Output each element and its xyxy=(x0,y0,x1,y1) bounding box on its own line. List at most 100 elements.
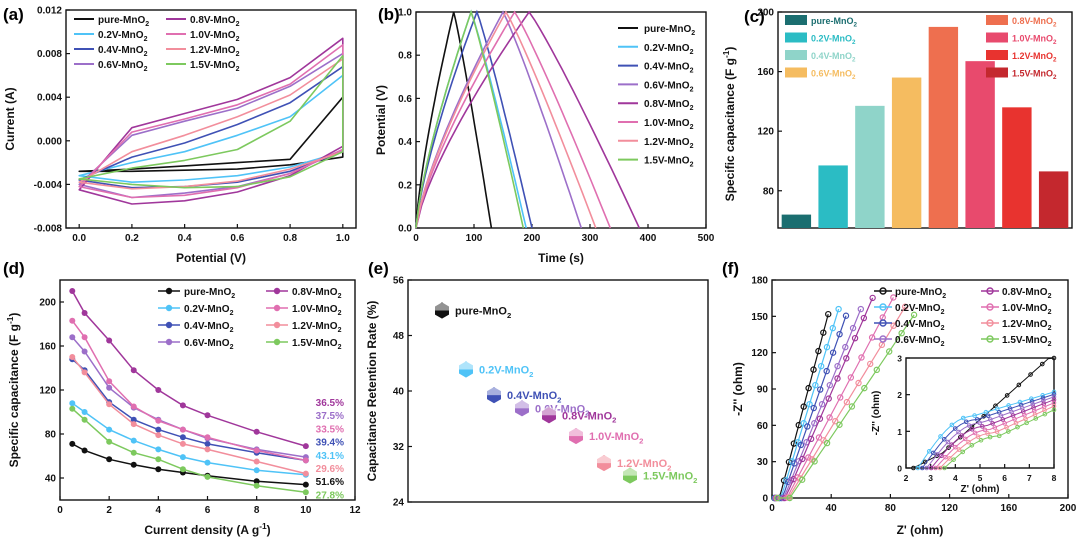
x-tick-label: 200 xyxy=(1060,503,1077,514)
legend-label: 0.6V-MnO2 xyxy=(644,80,694,93)
retention-point-label: pure-MnO2 xyxy=(455,306,511,320)
nyquist-point xyxy=(825,310,832,318)
marker-highlight xyxy=(486,387,502,396)
marker-highlight xyxy=(622,468,638,476)
retention-point-label: 1.0V-MnO2 xyxy=(589,431,643,445)
inset-point xyxy=(992,425,998,430)
x-tick-label: 2 xyxy=(904,473,909,483)
inset-point xyxy=(941,436,947,442)
nyquist-point xyxy=(820,329,827,336)
inset-point xyxy=(985,413,991,419)
bar xyxy=(965,61,995,229)
rate-point xyxy=(155,426,162,433)
marker-highlight xyxy=(514,400,530,409)
nyquist-point xyxy=(890,294,897,301)
gcd-curve xyxy=(415,10,597,229)
legend-marker xyxy=(986,287,994,295)
rate-point xyxy=(204,473,211,480)
rate-point xyxy=(81,310,88,316)
nyquist-point xyxy=(829,324,836,332)
nyquist-point xyxy=(842,343,849,351)
retention-label: 37.5% xyxy=(316,411,344,422)
legend-label: 1.0V-MnO2 xyxy=(644,118,694,131)
inset-point xyxy=(1002,421,1007,426)
nyquist-point xyxy=(855,379,862,387)
nyquist-point xyxy=(798,476,806,483)
inset-point xyxy=(960,415,966,421)
y-tick-label: 40 xyxy=(393,387,405,398)
rate-point xyxy=(204,434,211,441)
legend-label: 0.8V-MnO2 xyxy=(1012,16,1057,29)
bar xyxy=(818,165,848,228)
x-tick-label: 5 xyxy=(978,473,983,483)
nyquist-point xyxy=(797,441,805,449)
rate-point xyxy=(155,446,162,453)
inset-curve xyxy=(926,396,1055,469)
x-tick-label: 400 xyxy=(640,233,657,244)
marker-highlight xyxy=(568,428,584,437)
nyquist-point xyxy=(807,435,815,443)
inset-point xyxy=(1006,429,1011,434)
inset-point xyxy=(911,465,916,471)
gcd-curve xyxy=(415,11,493,229)
legend-label: 1.5V-MnO2 xyxy=(1002,335,1052,348)
rate-point xyxy=(130,403,137,410)
y-tick-label: 200 xyxy=(39,298,56,309)
y-tick-label: 90 xyxy=(757,385,769,396)
rate-point xyxy=(155,432,162,439)
rate-point xyxy=(302,457,309,464)
rate-point xyxy=(106,378,113,385)
legend-label: 1.5V-MnO2 xyxy=(292,338,342,351)
inset-point xyxy=(1040,395,1046,401)
rate-point xyxy=(179,440,186,447)
inset-point xyxy=(996,409,1002,415)
rate-point xyxy=(106,426,113,433)
nyquist-point xyxy=(851,334,859,342)
nyquist-point xyxy=(816,415,824,422)
retention-label: 27.8% xyxy=(316,490,344,501)
inset-point xyxy=(933,465,938,471)
y-tick-label: 0.000 xyxy=(37,136,62,147)
x-tick-label: 160 xyxy=(1000,503,1017,514)
inset-point xyxy=(1051,407,1057,413)
x-tick-label: 6 xyxy=(1002,473,1007,483)
y-tick-label: 150 xyxy=(751,312,768,323)
legend-marker xyxy=(273,287,281,295)
inset-point xyxy=(949,442,954,447)
legend-marker xyxy=(165,321,173,329)
rate-point xyxy=(253,467,260,474)
legend-marker xyxy=(879,319,887,327)
inset-point xyxy=(969,426,975,432)
nyquist-point xyxy=(811,420,818,427)
inset-point xyxy=(960,449,966,455)
legend-label: pure-MnO2 xyxy=(98,15,149,28)
legend-label: 1.2V-MnO2 xyxy=(1002,319,1052,332)
x-tick-label: 8 xyxy=(254,505,260,516)
inset-point xyxy=(1004,425,1009,430)
inset-point xyxy=(1000,417,1006,422)
rate-point xyxy=(302,443,309,450)
nyquist-point xyxy=(835,305,842,313)
plot-frame xyxy=(777,11,1073,229)
nyquist-point xyxy=(834,362,841,370)
rate-point xyxy=(69,400,76,407)
plot-frame xyxy=(415,11,707,229)
legend-label: 1.5V-MnO2 xyxy=(644,156,694,169)
rate-point xyxy=(69,288,76,294)
inset-point xyxy=(1040,393,1045,398)
y-axis-label: Specific capacitance (F g-1) xyxy=(5,313,21,468)
inset-curve xyxy=(944,409,1055,469)
inset-point xyxy=(942,465,947,471)
inset-point xyxy=(987,434,993,440)
x-axis-label: Current density (A g-1) xyxy=(144,521,270,537)
nyquist-point xyxy=(806,400,813,408)
x-axis-label: Z' (ohm) xyxy=(897,523,944,537)
nyquist-point xyxy=(842,312,850,319)
legend-marker xyxy=(273,338,281,346)
y-tick-label: 0.004 xyxy=(37,93,62,104)
nyquist-point xyxy=(817,362,825,370)
x-tick-label: 80 xyxy=(885,503,897,514)
gcd-curve xyxy=(415,9,525,229)
nyquist-point xyxy=(774,494,781,502)
